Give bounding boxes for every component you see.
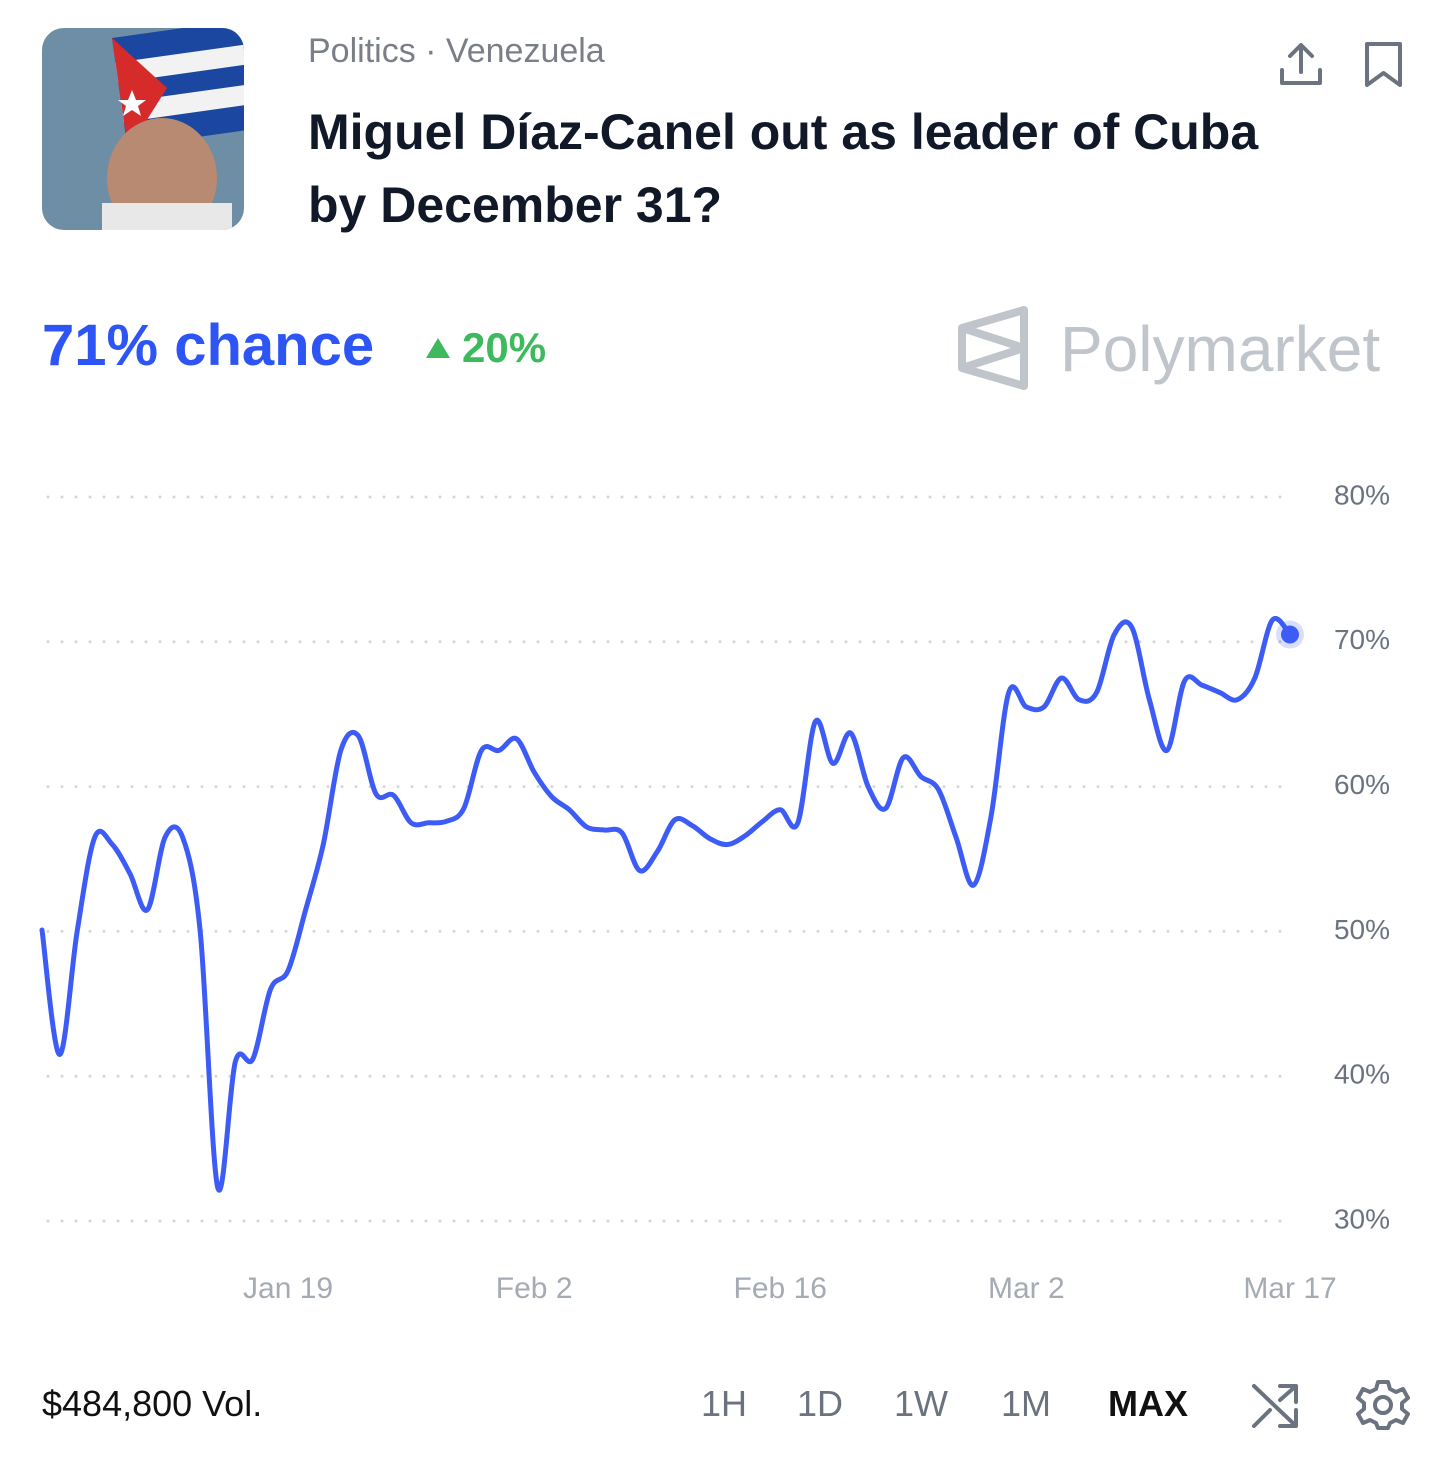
x-tick-label: Feb 2 <box>496 1272 573 1305</box>
y-tick-label: 50% <box>1334 914 1390 945</box>
range-button[interactable]: 1W <box>894 1383 948 1424</box>
y-tick-label: 70% <box>1334 624 1390 655</box>
range-button[interactable]: 1D <box>796 1383 844 1424</box>
range-button[interactable]: 1M <box>1000 1383 1052 1424</box>
x-tick-label: Mar 17 <box>1243 1272 1336 1305</box>
settings-button[interactable] <box>1356 1378 1410 1432</box>
chance: 71% chance <box>42 313 375 378</box>
brand: Polymarket <box>1060 313 1381 385</box>
y-tick-label: 60% <box>1334 769 1390 800</box>
chart: 30% 40% 50% 60% 70% 80% Jan 19 Feb 2 Feb 16 Mar 2… <box>39 479 1390 1305</box>
bookmark-button[interactable] <box>1362 40 1406 90</box>
change: 20% <box>462 324 547 371</box>
end-dot <box>1281 625 1299 644</box>
x-tick-label: Feb 16 <box>734 1272 827 1305</box>
range-button[interactable]: MAX <box>1108 1383 1188 1424</box>
line <box>39 616 1293 1193</box>
x-tick-label: Mar 2 <box>988 1272 1065 1305</box>
share-button[interactable] <box>1276 40 1326 90</box>
category: Politics · Venezuela <box>308 32 605 70</box>
volume: $484,800 Vol. <box>42 1383 263 1424</box>
x-tick-label: Jan 19 <box>243 1272 333 1305</box>
y-tick-label: 80% <box>1334 479 1390 510</box>
market-title: Miguel Díaz-Canel out as leader of Cuba … <box>308 104 1259 233</box>
y-tick-label: 30% <box>1334 1203 1390 1234</box>
shuffle-button[interactable] <box>1250 1380 1302 1430</box>
brand-logo <box>958 306 1028 390</box>
market-image <box>42 28 244 230</box>
up-arrow <box>426 338 450 358</box>
range-button[interactable]: 1H <box>700 1383 748 1424</box>
y-tick-label: 40% <box>1334 1059 1390 1090</box>
